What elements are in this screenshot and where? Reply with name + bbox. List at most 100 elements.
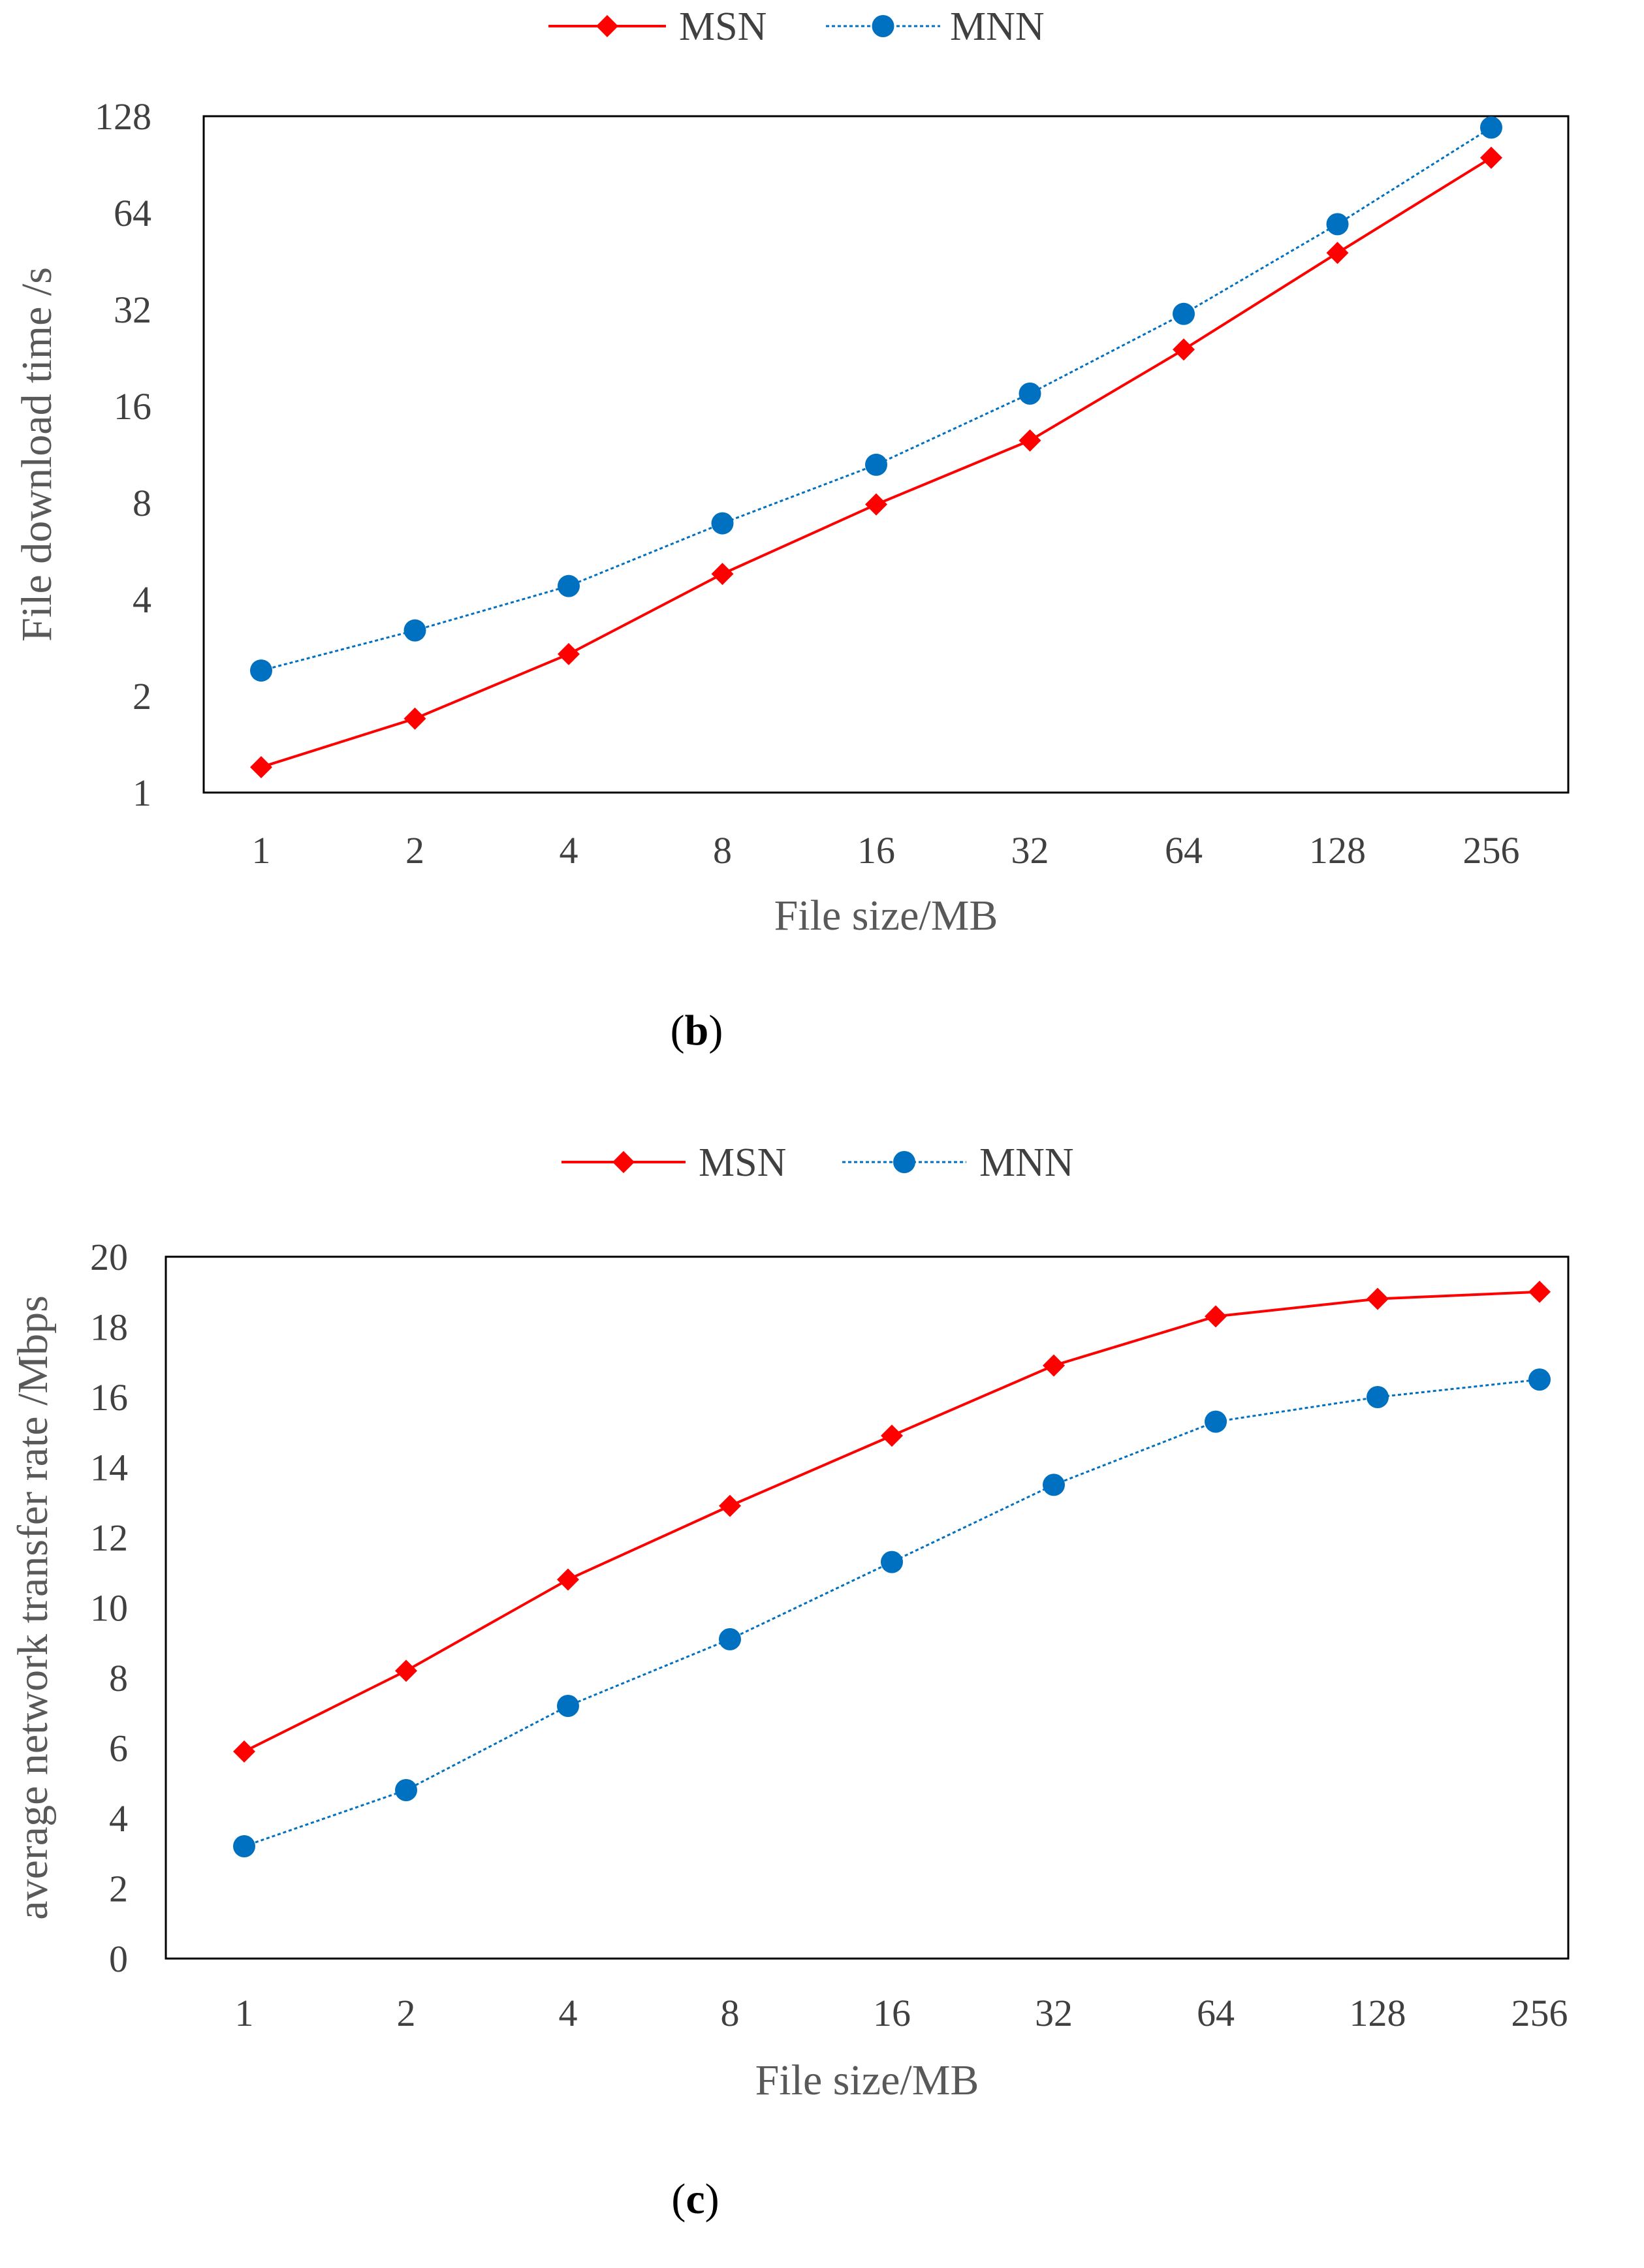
data-point-mnn <box>1173 302 1195 325</box>
data-point-mnn <box>250 659 272 682</box>
series-line-msn <box>244 1290 1540 1753</box>
data-point-msn <box>1043 1354 1065 1377</box>
data-point-mnn <box>1480 116 1502 139</box>
legend-label-msn: MSN <box>679 5 767 49</box>
data-point-mnn <box>1019 382 1041 405</box>
caption-close: ) <box>705 2175 719 2223</box>
series-msn <box>250 146 1502 779</box>
x-tick-label: 256 <box>1463 829 1520 872</box>
x-axis-title: File size/MB <box>755 2056 979 2104</box>
y-tick-label: 6 <box>109 1727 128 1770</box>
series-mnn <box>233 1368 1551 1857</box>
chart-panel-b: 1 2 4 8 16 32 64 128 1 2 4 8 16 32 64 128 256 File size/M… <box>13 5 1570 1054</box>
caption-letter: b <box>685 1007 709 1054</box>
legend-label-mnn: MNN <box>979 1141 1074 1185</box>
x-tick-label: 128 <box>1350 1992 1406 2034</box>
y-tick-label: 64 <box>114 192 151 234</box>
data-point-mnn <box>558 575 580 597</box>
plot-frame <box>202 115 1570 794</box>
data-point-mnn <box>1367 1386 1389 1408</box>
x-axis-title: File size/MB <box>774 892 998 939</box>
y-tick-label: 0 <box>109 1938 128 1980</box>
data-point-msn <box>711 563 734 586</box>
data-point-msn <box>557 1568 579 1591</box>
legend-label-msn: MSN <box>699 1141 786 1185</box>
panel-caption: (b) <box>671 1007 723 1054</box>
y-tick-label: 2 <box>133 675 151 717</box>
caption-letter: c <box>686 2175 704 2223</box>
panel-caption: (c) <box>671 2175 719 2223</box>
data-point-msn <box>250 756 272 779</box>
y-tick-label: 8 <box>133 482 151 524</box>
caption-open: ( <box>671 2175 686 2223</box>
x-tick-label: 16 <box>857 829 895 872</box>
data-point-mnn <box>719 1628 741 1650</box>
x-tick-label: 32 <box>1011 829 1049 872</box>
data-point-msn <box>558 642 580 665</box>
series-line-mnn <box>244 1378 1540 1848</box>
y-tick-label: 18 <box>90 1306 128 1349</box>
y-tick-label: 128 <box>95 95 151 138</box>
data-point-mnn <box>557 1695 579 1717</box>
y-axis-title: average network transfer rate /Mbps <box>9 1295 57 1920</box>
plot-frame <box>165 1255 1570 1960</box>
legend-marker-msn <box>612 1151 635 1173</box>
x-tick-label: 128 <box>1309 829 1366 872</box>
y-tick-label: 1 <box>133 772 151 814</box>
series-msn <box>233 1280 1551 1763</box>
y-tick-label: 32 <box>114 289 151 331</box>
x-tick-label: 2 <box>397 1992 416 2034</box>
data-point-mnn <box>1043 1473 1065 1496</box>
data-point-mnn <box>395 1779 417 1801</box>
x-tick-label: 4 <box>559 1992 578 2034</box>
x-tick-label: 1 <box>252 829 271 872</box>
data-point-msn <box>403 707 426 730</box>
x-tick-label: 64 <box>1197 1992 1235 2034</box>
caption-close: ) <box>708 1007 723 1054</box>
y-tick-label: 4 <box>133 578 151 621</box>
data-point-mnn <box>711 512 734 535</box>
data-point-mnn <box>1205 1410 1227 1433</box>
legend-marker-msn <box>596 15 618 37</box>
data-point-mnn <box>403 619 426 642</box>
data-point-msn <box>865 493 887 516</box>
x-tick-label: 8 <box>713 829 732 872</box>
y-tick-label: 14 <box>90 1447 128 1489</box>
data-point-msn <box>1173 338 1195 361</box>
data-point-msn <box>1528 1280 1551 1303</box>
x-tick-label: 64 <box>1165 829 1203 872</box>
data-point-msn <box>1019 429 1041 452</box>
x-tick-label: 16 <box>873 1992 911 2034</box>
data-point-msn <box>233 1740 255 1763</box>
data-point-msn <box>1205 1305 1227 1328</box>
data-point-msn <box>719 1494 741 1517</box>
data-point-msn <box>395 1660 417 1682</box>
legend-marker-mnn <box>872 15 894 37</box>
x-tick-label: 32 <box>1035 1992 1073 2034</box>
legend-marker-mnn <box>893 1151 915 1173</box>
y-tick-label: 8 <box>109 1657 128 1699</box>
series-line-mnn <box>261 127 1492 672</box>
y-tick-label: 16 <box>114 385 151 428</box>
data-point-mnn <box>1326 213 1349 236</box>
x-tick-label: 2 <box>405 829 424 872</box>
y-tick-label: 12 <box>90 1517 128 1559</box>
data-point-msn <box>1480 146 1502 169</box>
data-point-mnn <box>881 1551 903 1573</box>
y-tick-label: 4 <box>109 1797 128 1840</box>
data-point-mnn <box>233 1835 255 1857</box>
x-tick-label: 8 <box>721 1992 740 2034</box>
data-point-mnn <box>1528 1368 1551 1391</box>
y-tick-label: 20 <box>90 1236 128 1278</box>
series-mnn <box>250 116 1502 682</box>
data-point-msn <box>881 1425 903 1447</box>
y-axis-title: File download time /s <box>13 267 61 642</box>
legend: MSN MNN <box>548 5 1045 49</box>
data-point-mnn <box>865 453 887 476</box>
y-tick-label: 2 <box>109 1868 128 1910</box>
x-tick-label: 1 <box>235 1992 254 2034</box>
legend-label-mnn: MNN <box>950 5 1045 49</box>
x-tick-label: 256 <box>1511 1992 1568 2034</box>
